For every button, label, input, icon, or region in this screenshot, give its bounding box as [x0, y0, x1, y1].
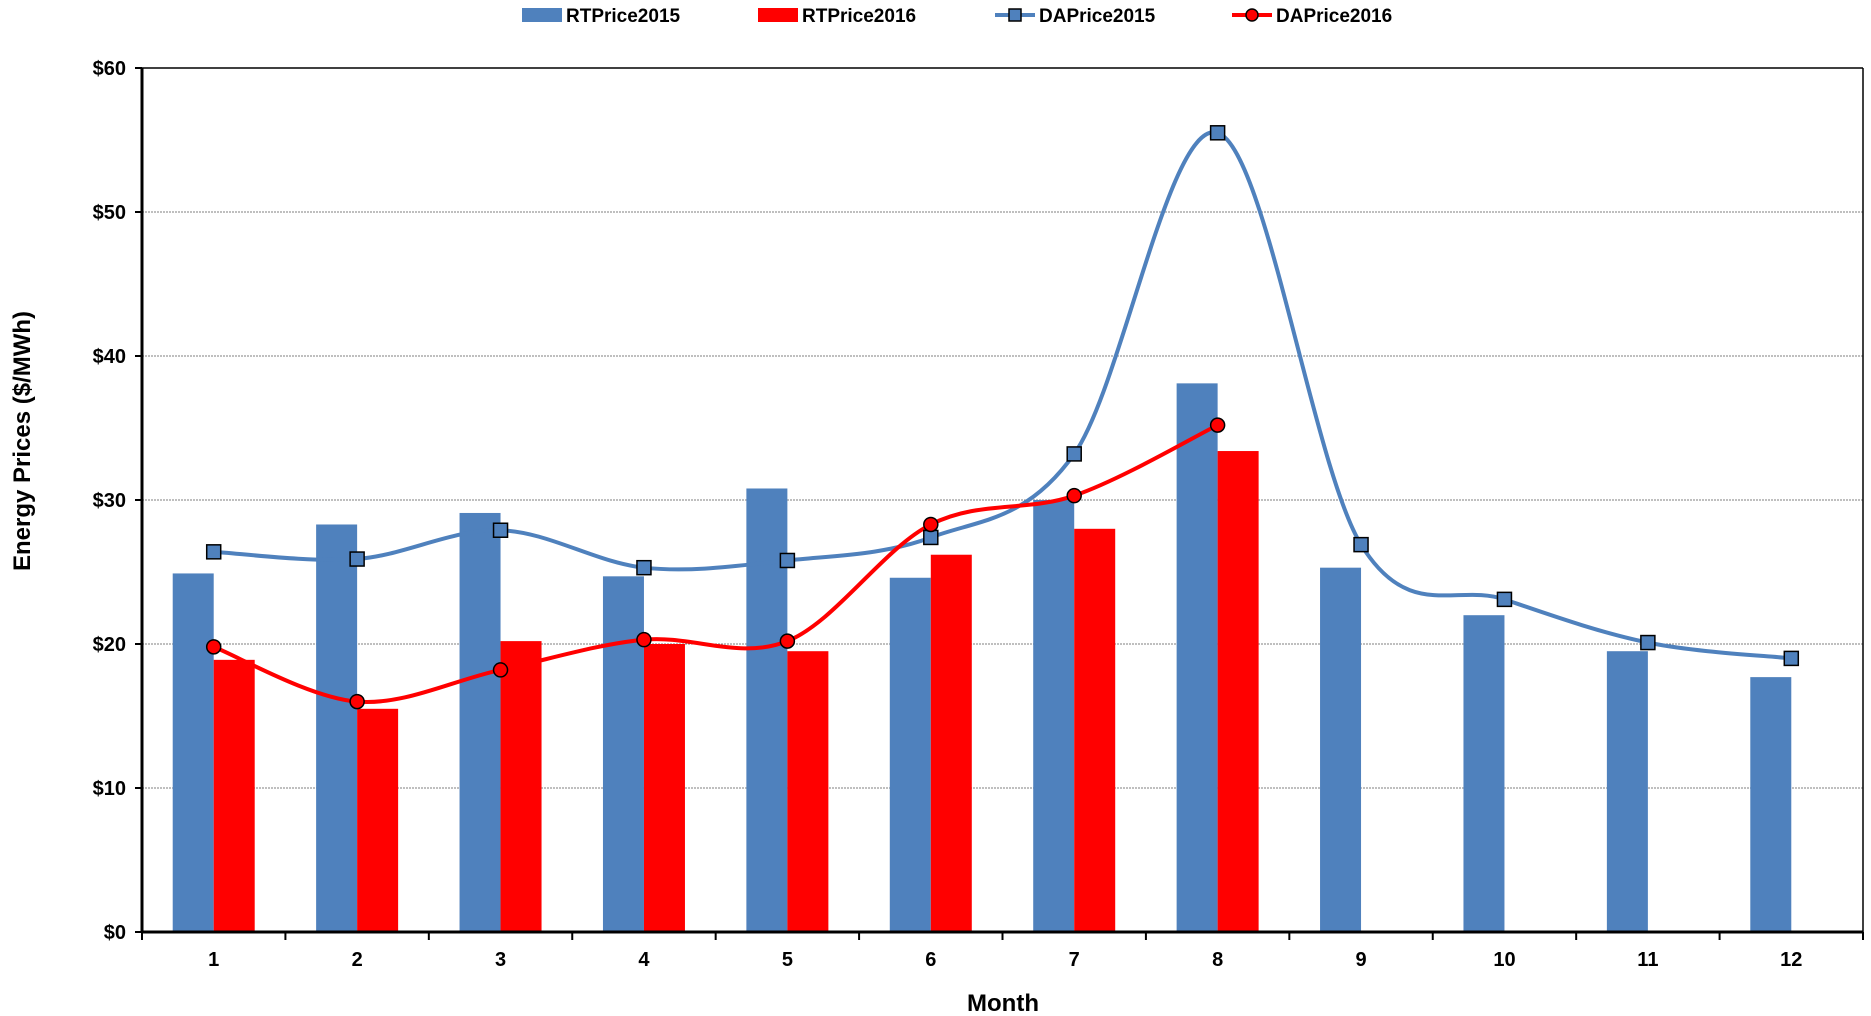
- bar-rtprice2016-8: [1217, 451, 1259, 932]
- legend-marker: [1008, 8, 1022, 22]
- x-tick-label: 5: [782, 949, 793, 971]
- bar-rtprice2015-9: [1320, 567, 1362, 932]
- x-axis-title: Month: [967, 990, 1039, 1016]
- bar-rtprice2016-7: [1074, 528, 1116, 932]
- bar-rtprice2015-11: [1606, 651, 1648, 932]
- x-tick-label: 4: [638, 949, 650, 971]
- legend-swatch: [758, 8, 798, 22]
- axes: [135, 67, 1864, 940]
- y-tick-label: $0: [104, 922, 126, 944]
- bar-rtprice2016-2: [357, 708, 399, 932]
- y-tick-label: $50: [93, 202, 126, 224]
- marker-daprice2015-12: [1783, 650, 1800, 667]
- x-tick-label: 12: [1780, 949, 1802, 971]
- legend: RTPrice2015 RTPrice2016 DAPrice2015 DAPrice…: [522, 6, 1392, 27]
- legend-item-rtprice2015: RTPrice2015: [522, 6, 681, 27]
- bar-rtprice2015-2: [316, 524, 358, 932]
- marker-daprice2015-1: [205, 544, 222, 560]
- marker-daprice2015-8: [1209, 125, 1226, 141]
- marker-daprice2015-7: [1066, 446, 1082, 462]
- bar-rtprice2016-3: [500, 641, 542, 932]
- marker-daprice2015-9: [1353, 536, 1369, 553]
- x-tick-label: 1: [208, 949, 219, 971]
- y-tick-label: $40: [93, 346, 126, 368]
- marker-daprice2015-5: [779, 552, 796, 569]
- marker-daprice2015-3: [492, 522, 509, 538]
- gridlines: [142, 211, 1863, 789]
- x-tick-label: 7: [1069, 949, 1080, 971]
- y-tick-label: $20: [93, 634, 126, 656]
- marker-daprice2016-7: [1066, 487, 1082, 504]
- legend-marker: [1245, 8, 1259, 22]
- bar-rtprice2015-8: [1176, 383, 1218, 932]
- x-tick-label: 3: [495, 949, 506, 971]
- marker-daprice2016-5: [779, 633, 796, 649]
- marker-daprice2015-6: [923, 529, 939, 546]
- tick-labels: $0$10$20$30$40$50$601 2 3 4 5 6 7 8 9 10 11 12: [93, 58, 1803, 971]
- legend-item-rtprice2016: RTPrice2016: [758, 6, 916, 27]
- marker-daprice2016-4: [636, 631, 652, 648]
- bar-rtprice2016-1: [213, 659, 255, 932]
- marker-daprice2016-3: [492, 662, 509, 678]
- line-daprice2016: [212, 423, 1219, 704]
- marker-daprice2016-1: [205, 639, 222, 655]
- y-tick-label: $60: [93, 58, 126, 80]
- marker-daprice2015-4: [636, 559, 652, 576]
- bar-rtprice2015-7: [1033, 500, 1075, 932]
- lines: [205, 125, 1800, 710]
- legend-label: RTPrice2016: [802, 6, 916, 27]
- bar-rtprice2015-10: [1463, 615, 1505, 932]
- legend-item-daprice2015: DAPrice2015: [995, 6, 1156, 27]
- x-tick-label: 8: [1212, 949, 1223, 971]
- bar-rtprice2015-1: [172, 573, 214, 932]
- x-tick-label: 6: [925, 949, 936, 971]
- marker-daprice2015-2: [349, 551, 365, 567]
- legend-item-daprice2016: DAPrice2016: [1232, 6, 1392, 27]
- bar-rtprice2015-12: [1750, 677, 1792, 932]
- legend-label: DAPrice2016: [1276, 6, 1392, 27]
- x-tick-label: 2: [352, 949, 363, 971]
- bars: [172, 383, 1792, 932]
- y-tick-label: $30: [93, 490, 126, 512]
- bar-rtprice2015-6: [889, 577, 931, 932]
- x-tick-label: 10: [1493, 949, 1515, 971]
- x-tick-label: 11: [1637, 949, 1658, 971]
- legend-label: RTPrice2015: [566, 6, 681, 27]
- legend-label: DAPrice2015: [1039, 6, 1156, 27]
- x-tick-label: 9: [1355, 949, 1366, 971]
- bar-rtprice2015-4: [602, 576, 644, 932]
- y-tick-label: $10: [93, 778, 126, 800]
- bar-rtprice2016-6: [930, 554, 972, 932]
- line-daprice2015: [213, 130, 1792, 661]
- y-axis-title: Energy Prices ($/MWh): [9, 311, 36, 571]
- marker-daprice2016-2: [349, 693, 365, 710]
- marker-daprice2016-6: [923, 516, 939, 533]
- marker-daprice2016-8: [1209, 417, 1226, 433]
- marker-daprice2015-10: [1496, 591, 1513, 608]
- bar-rtprice2016-5: [787, 651, 829, 932]
- bar-rtprice2015-3: [459, 512, 501, 932]
- bar-rtprice2016-4: [643, 644, 685, 932]
- marker-daprice2015-11: [1640, 634, 1656, 651]
- legend-swatch: [522, 8, 562, 22]
